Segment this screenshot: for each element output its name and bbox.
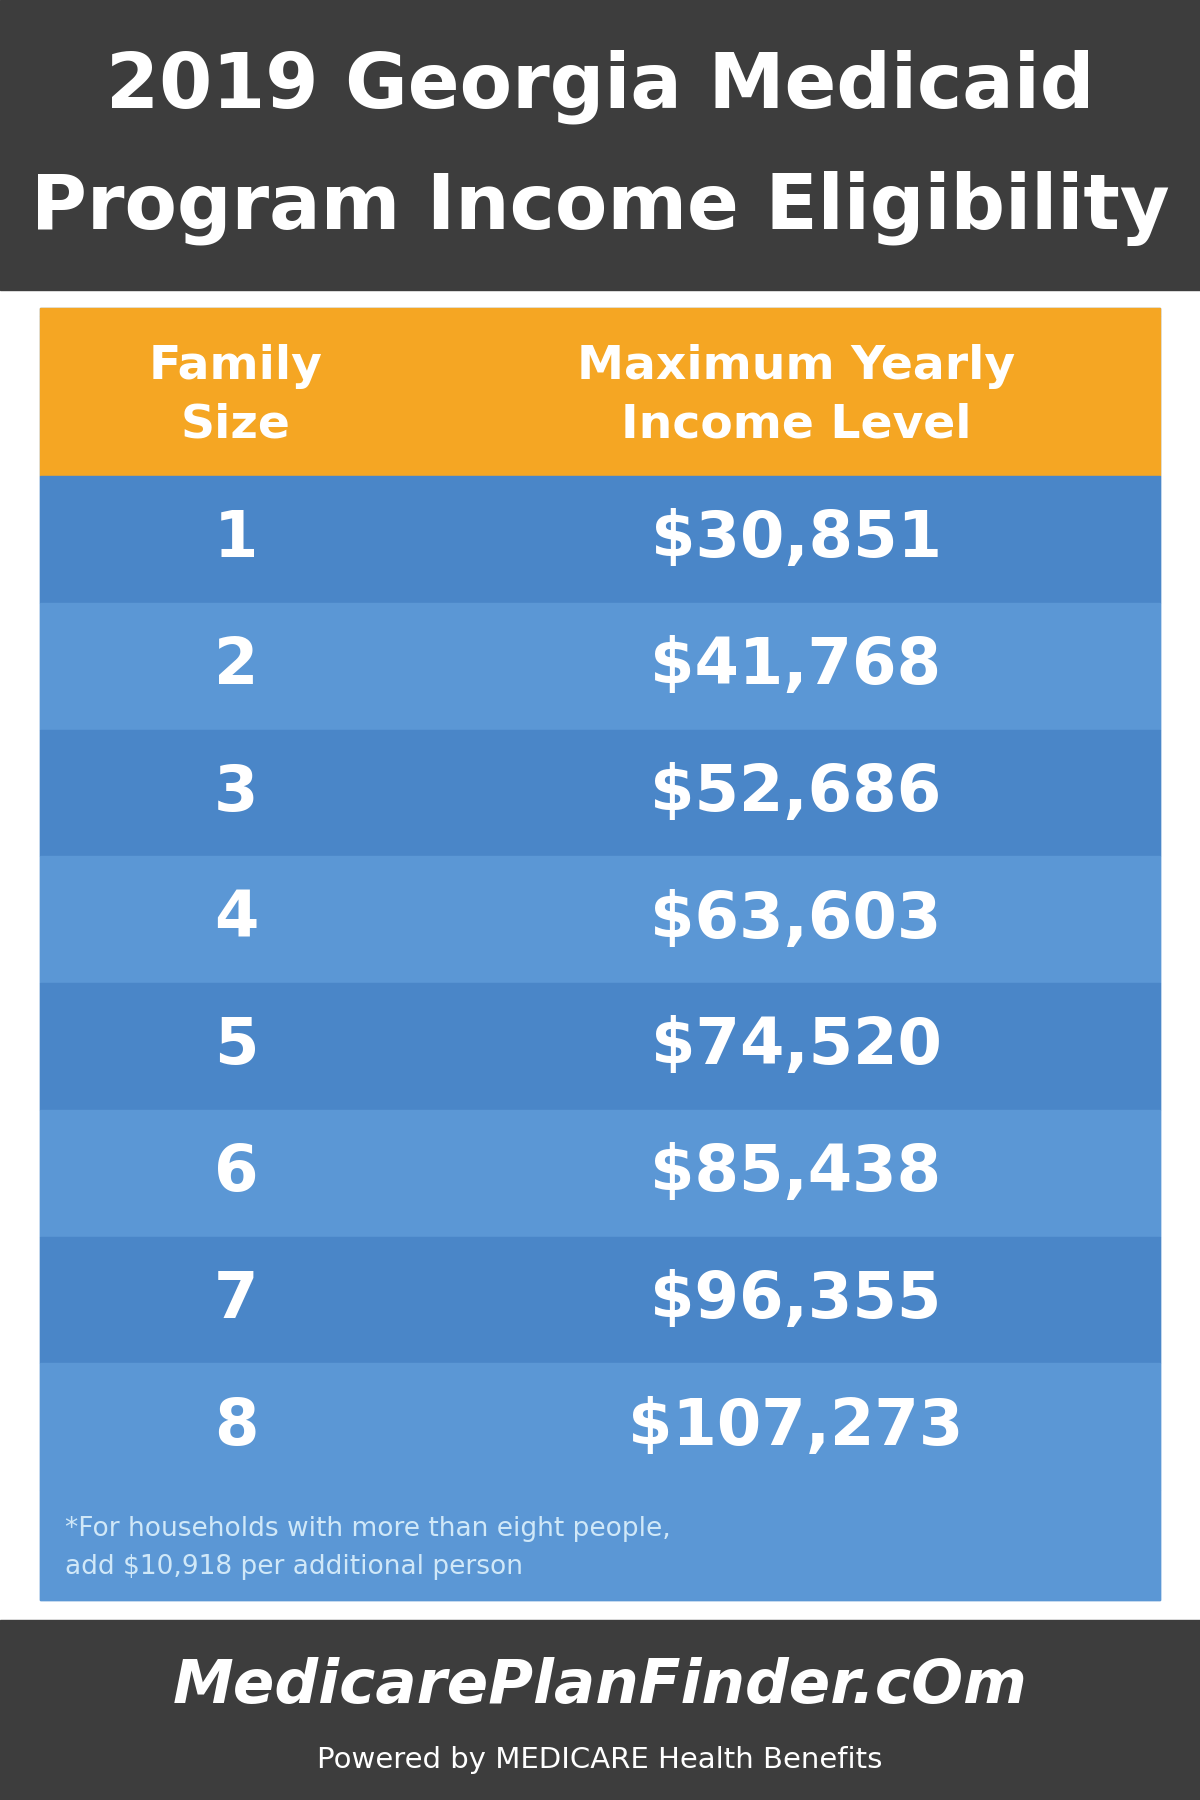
Bar [40, 317, 1160, 475]
Text: MedicarePlanFinder.cOm: MedicarePlanFinder.cOm [173, 1658, 1027, 1715]
Bar [40, 1363, 1160, 1490]
Bar [0, 1620, 1200, 1800]
Text: 6: 6 [214, 1143, 258, 1204]
Bar [40, 729, 1160, 857]
Bar [40, 308, 1160, 1600]
Text: add $10,918 per additional person: add $10,918 per additional person [65, 1553, 523, 1580]
Bar [40, 1237, 1160, 1363]
Bar [40, 1111, 1160, 1237]
Text: $107,273: $107,273 [629, 1395, 964, 1458]
Text: $30,851: $30,851 [650, 508, 942, 571]
Text: Family
Size: Family Size [149, 344, 323, 448]
Text: 4: 4 [214, 889, 258, 950]
Text: Program Income Eligibility: Program Income Eligibility [31, 171, 1169, 247]
Bar [40, 857, 1160, 983]
Text: 2: 2 [214, 635, 258, 697]
Text: $41,768: $41,768 [650, 635, 942, 697]
Text: $74,520: $74,520 [650, 1015, 942, 1078]
Text: $96,355: $96,355 [650, 1269, 942, 1330]
Text: 8: 8 [214, 1395, 258, 1458]
Bar [40, 475, 1160, 603]
Text: Powered by MEDICARE Health Benefits: Powered by MEDICARE Health Benefits [317, 1746, 883, 1775]
Bar [40, 603, 1160, 729]
Text: $85,438: $85,438 [650, 1143, 942, 1204]
Bar [40, 983, 1160, 1111]
Text: Maximum Yearly
Income Level: Maximum Yearly Income Level [577, 344, 1015, 448]
Bar [40, 308, 1160, 317]
Text: 2019 Georgia Medicaid: 2019 Georgia Medicaid [106, 50, 1094, 124]
Text: 7: 7 [214, 1269, 258, 1330]
Text: $52,686: $52,686 [650, 761, 942, 824]
Text: $63,603: $63,603 [650, 889, 942, 950]
Text: 5: 5 [214, 1015, 258, 1078]
Text: 3: 3 [214, 761, 258, 824]
Bar [40, 1490, 1160, 1600]
Text: 1: 1 [214, 508, 258, 571]
Text: *For households with more than eight people,: *For households with more than eight peo… [65, 1516, 671, 1541]
Bar [0, 0, 1200, 290]
